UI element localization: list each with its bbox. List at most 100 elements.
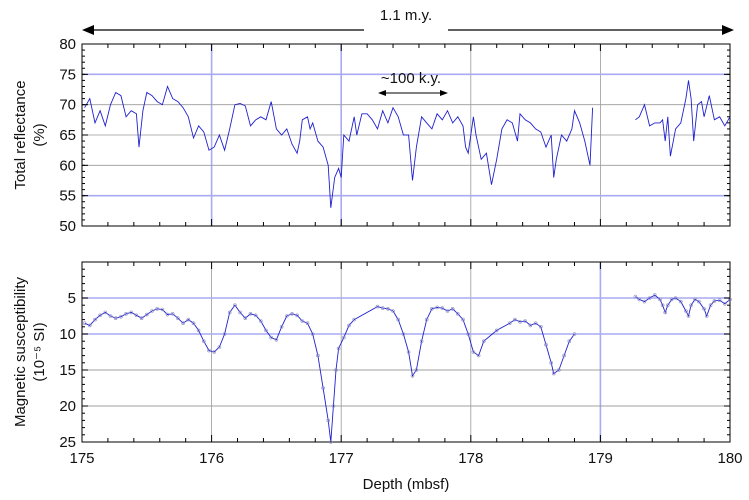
magsus-point bbox=[466, 332, 471, 336]
magsus-point bbox=[233, 303, 237, 308]
magsus-point bbox=[170, 311, 175, 316]
reflectance-y-tick-label: 65 bbox=[59, 127, 76, 144]
magsus-point bbox=[160, 307, 165, 312]
magsus-point bbox=[119, 314, 123, 319]
reflectance-y-tick-label: 55 bbox=[59, 188, 76, 205]
reflectance-series bbox=[84, 80, 731, 208]
magsus-point bbox=[693, 297, 697, 302]
magsus-point bbox=[507, 321, 512, 326]
magsus-point bbox=[717, 298, 722, 303]
x-tick-label: 177 bbox=[329, 450, 354, 467]
magsus-point bbox=[642, 299, 647, 304]
magsus-point bbox=[562, 353, 566, 358]
magsus-point bbox=[243, 316, 248, 321]
magsus-point bbox=[295, 313, 299, 318]
magsus-point bbox=[544, 342, 548, 347]
magsus-point bbox=[227, 310, 232, 315]
magsus-point bbox=[222, 332, 227, 336]
magsus-point bbox=[375, 304, 380, 309]
magsus-point bbox=[274, 337, 279, 342]
magsus-point bbox=[82, 321, 87, 326]
magsus-point bbox=[341, 335, 346, 340]
magsus-point bbox=[181, 321, 185, 326]
magsus-point bbox=[103, 310, 108, 315]
magsus-point bbox=[669, 297, 674, 302]
magsus-point bbox=[336, 346, 341, 351]
magsus-point bbox=[391, 309, 395, 313]
x-axis-label: Depth (mbsf) bbox=[363, 476, 450, 493]
magsus-point bbox=[145, 312, 149, 317]
inner-arrow-head-left bbox=[378, 90, 386, 96]
magsus-point bbox=[551, 371, 556, 376]
magsus-point bbox=[253, 313, 258, 318]
magsus-point bbox=[155, 306, 159, 311]
magsus-point bbox=[352, 317, 357, 322]
magsus-point bbox=[258, 319, 263, 323]
magsus-point bbox=[419, 339, 424, 344]
reflectance-y-tick-label: 70 bbox=[59, 97, 76, 114]
magsus-point bbox=[186, 317, 191, 322]
reflectance-x-ticks bbox=[81, 44, 731, 226]
magsus-point bbox=[494, 328, 499, 333]
magsus-point bbox=[414, 368, 419, 372]
magsus-point bbox=[305, 321, 310, 326]
magsus-point bbox=[523, 319, 528, 323]
magsus-point bbox=[533, 321, 538, 326]
magsus-point bbox=[440, 306, 445, 310]
magsus-panel: 5 10 15 20 25 175 176 177 178 179 180 Magnetic su… bbox=[12, 261, 743, 467]
reflectance-y-tick-label: 75 bbox=[59, 66, 76, 83]
magsus-point bbox=[702, 306, 706, 311]
magsus-point bbox=[207, 348, 211, 353]
magsus-point bbox=[518, 319, 522, 324]
magsus-point bbox=[658, 297, 662, 302]
magsus-point bbox=[264, 328, 268, 333]
span-label: 1.1 m.y. bbox=[380, 7, 432, 24]
reflectance-y-label: Total reflectance bbox=[12, 80, 29, 189]
magsus-point bbox=[684, 309, 688, 313]
magsus-point bbox=[704, 314, 709, 318]
magsus-point bbox=[129, 310, 133, 315]
magsus-point bbox=[88, 323, 92, 328]
reflectance-y-tick-label: 80 bbox=[59, 36, 76, 53]
x-tick-label: 176 bbox=[199, 450, 224, 467]
magsus-point bbox=[689, 303, 693, 308]
magsus-point bbox=[663, 310, 668, 315]
inner-span-arrow: ~100 k.y. bbox=[378, 70, 448, 96]
magsus-point bbox=[538, 324, 543, 329]
magsus-point bbox=[557, 368, 561, 372]
magsus-point bbox=[471, 350, 476, 354]
magsus-point bbox=[386, 306, 390, 311]
magsus-point bbox=[652, 293, 657, 297]
magsus-point bbox=[445, 309, 450, 313]
arrow-head-left bbox=[82, 25, 94, 35]
magsus-point bbox=[476, 353, 481, 358]
arrow-head-right bbox=[722, 25, 734, 35]
inner-arrow-head-right bbox=[440, 90, 448, 96]
reflectance-series-line bbox=[635, 80, 731, 157]
inner-span-label: ~100 k.y. bbox=[381, 70, 441, 87]
magsus-point bbox=[326, 418, 331, 423]
magsus-point bbox=[98, 313, 102, 318]
magsus-point bbox=[124, 311, 128, 316]
magsus-series-line bbox=[84, 304, 575, 443]
magsus-point bbox=[430, 306, 434, 311]
magsus-point bbox=[686, 314, 691, 318]
magsus-plot-frame bbox=[81, 261, 731, 443]
magsus-point bbox=[300, 319, 305, 323]
magsus-series bbox=[82, 293, 732, 444]
magsus-y-tick-label: 20 bbox=[59, 398, 76, 415]
magsus-point bbox=[660, 303, 665, 308]
magsus-point bbox=[396, 317, 401, 322]
magsus-point bbox=[647, 296, 652, 300]
magsus-point bbox=[673, 296, 678, 300]
span-label-bg bbox=[364, 18, 448, 40]
magsus-point bbox=[513, 317, 517, 322]
magsus-point bbox=[279, 324, 284, 329]
reflectance-y-tick-label: 60 bbox=[59, 157, 76, 174]
magsus-y-ticks: 5 10 15 20 25 bbox=[59, 261, 730, 451]
magsus-point bbox=[310, 332, 315, 336]
magsus-point bbox=[450, 306, 455, 311]
magsus-point bbox=[528, 323, 533, 328]
x-tick-label: 179 bbox=[588, 450, 613, 467]
